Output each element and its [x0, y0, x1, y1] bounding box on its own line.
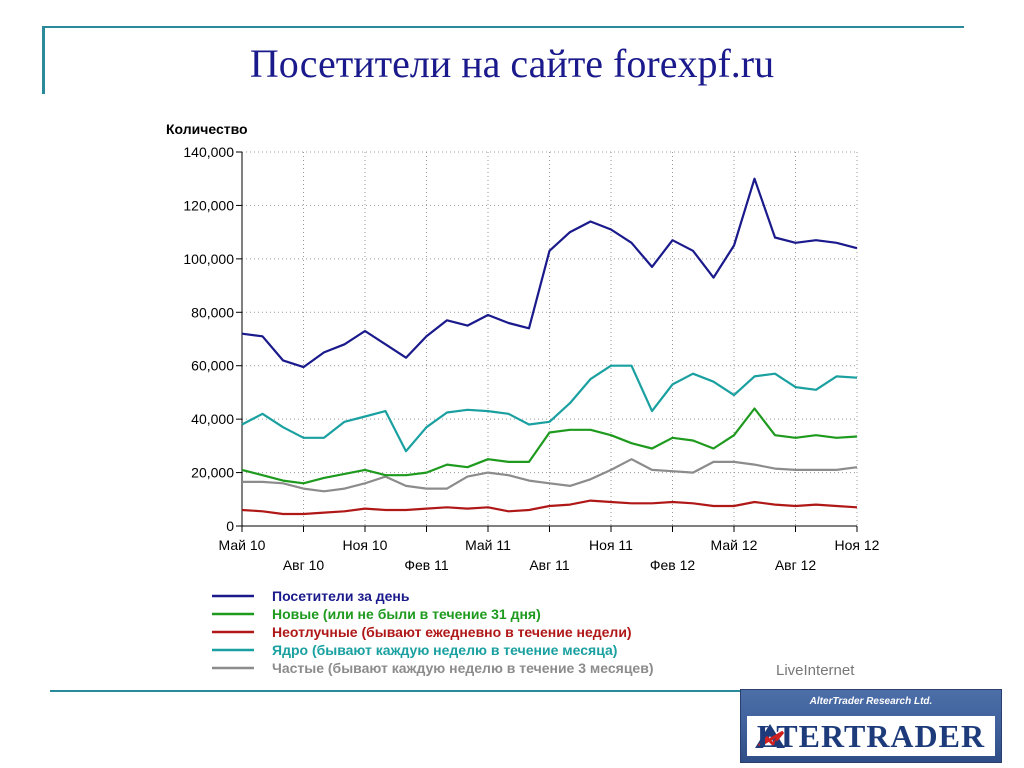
series-line — [241, 177, 858, 369]
y-tick-label: 0 — [226, 518, 234, 534]
slide-title: Посетители на сайте forexpf.ru — [249, 41, 775, 86]
series-line — [242, 458, 858, 493]
y-tick-label: 60,000 — [191, 358, 234, 374]
logo-wordmark: LTERTRADER — [756, 718, 986, 754]
x-tick-label: Ноя 12 — [835, 537, 880, 553]
y-tick-label: 40,000 — [191, 411, 234, 427]
y-tick-label: 100,000 — [183, 251, 234, 267]
y-tick-label: 80,000 — [191, 304, 234, 320]
series-line — [241, 364, 858, 453]
visitors-line-chart: Количество 0 20,000 40,000 60,000 80,000 100,0… — [166, 121, 880, 679]
frame-accent-top — [42, 26, 964, 28]
logo-wordmark-box: LTERTRADER — [747, 716, 995, 756]
x-tick-label: Фев 12 — [650, 557, 696, 573]
chart-credit: LiveInternet — [776, 662, 855, 679]
y-tick-label: 120,000 — [183, 197, 234, 213]
y-axis-title: Количество — [166, 121, 248, 137]
legend-label: Новые (или не были в течение 31 дня) — [272, 606, 541, 622]
x-tick-label: Ноя 11 — [589, 537, 633, 553]
legend-label: Частые (бывают каждую неделю в течение 3… — [272, 660, 653, 676]
x-tick-label: Май 12 — [711, 537, 758, 553]
x-tick-label: Авг 12 — [775, 557, 817, 573]
frame-accent-left — [42, 26, 45, 94]
series-line — [241, 407, 858, 485]
x-tick-label: Фев 11 — [404, 557, 449, 573]
x-tick-label: Ноя 10 — [343, 537, 388, 553]
y-tick-label: 20,000 — [191, 465, 234, 481]
x-tick-label: Май 10 — [219, 537, 266, 553]
x-tick-label: Авг 11 — [529, 557, 570, 573]
x-tick-label: Май 11 — [465, 537, 511, 553]
logo-arrow-icon — [755, 724, 785, 748]
footer-divider — [50, 690, 980, 692]
legend-label: Ядро (бывают каждую неделю в течение мес… — [272, 642, 617, 658]
y-tick-label: 140,000 — [183, 144, 234, 160]
x-tick-label: Авг 10 — [283, 557, 325, 573]
legend-label: Посетители за день — [272, 588, 410, 604]
series-line — [241, 499, 858, 516]
legend-label: Неотлучные (бывают ежедневно в течение н… — [272, 624, 632, 640]
logo-company-name: AlterTrader Research Ltd. — [809, 696, 933, 707]
altertrader-logo: AlterTrader Research Ltd. LTERTRADER — [740, 689, 1002, 763]
